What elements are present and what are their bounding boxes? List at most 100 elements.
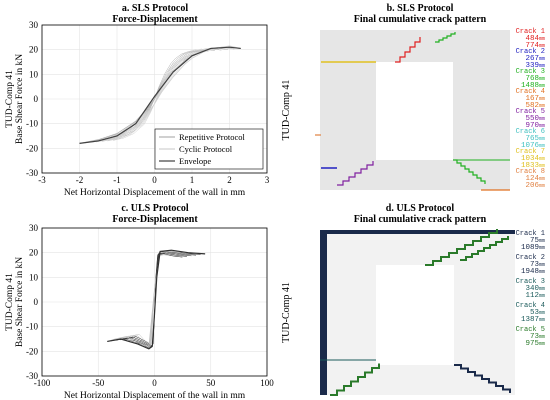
plot-frame — [41, 227, 268, 377]
crack-unit-2: mm — [539, 183, 545, 189]
crack-unit-1: mm — [539, 136, 545, 142]
crack-value-1: 768 — [525, 75, 539, 83]
wall-left-edge-damage — [320, 230, 327, 395]
crack-unit-2: mm — [539, 123, 545, 129]
x-axis-label: Net Horizontal Displacement of the wall … — [64, 187, 246, 198]
y-tick-label: -30 — [26, 168, 38, 178]
crack-name: Crack 1 — [516, 28, 545, 36]
panel-c-title-line2: Force-Displacement — [112, 214, 198, 225]
crack-value-2: 1089 — [521, 244, 539, 252]
plot-frame — [41, 24, 268, 174]
crack-unit-1: mm — [539, 310, 545, 316]
crack-name: Crack 2 — [516, 254, 545, 262]
legend-entry: Repetitive Protocol — [179, 132, 246, 142]
crack-unit-1: mm — [539, 56, 545, 62]
crack-value-1: 765 — [525, 135, 539, 143]
crack-unit-2: mm — [539, 163, 545, 169]
y-tick-label: 0 — [34, 94, 39, 104]
wall-top-edge-damage — [320, 230, 515, 234]
y-axis-label-line1: TUD-Comp 41 — [5, 70, 15, 128]
crack-unit-2: mm — [539, 317, 545, 323]
crack-unit-1: mm — [539, 176, 545, 182]
x-tick-label: -100 — [34, 378, 51, 388]
crack-unit-2: mm — [539, 269, 545, 275]
y-tick-label: -10 — [26, 119, 38, 129]
window-opening — [376, 62, 453, 160]
x-tick-label: 0 — [152, 378, 157, 388]
crack-3-lower-line — [453, 159, 486, 184]
crack-unit-2: mm — [539, 293, 545, 299]
crack-unit-1: mm — [539, 238, 545, 244]
crack-name: Crack 4 — [516, 302, 545, 310]
crack-unit-2: mm — [539, 341, 545, 347]
crack-5-upper-line — [425, 229, 498, 266]
crack-value-1: 75 — [530, 237, 540, 245]
panel-a-title-line2: Force-Displacement — [112, 14, 198, 25]
crack-unit-1: mm — [539, 334, 545, 340]
panel-d-title-line2: Final cumulative crack pattern — [353, 214, 487, 225]
series-line — [107, 251, 206, 347]
wall-axis-label: TUD-Comp 41 — [281, 80, 292, 141]
crack-name: Crack 1 — [516, 230, 545, 238]
series-line — [107, 249, 206, 350]
x-axis-label: Net Horizontal Displacement of the wall … — [64, 390, 246, 400]
crack-value-2: 1387 — [521, 316, 539, 324]
crack-name: Crack 7 — [516, 148, 545, 156]
crack-value-2: 1833 — [521, 162, 540, 170]
x-tick-label: -50 — [92, 378, 104, 388]
crack-name: Crack 4 — [516, 88, 545, 96]
x-tick-label: 0 — [152, 175, 157, 185]
y-tick-label: 20 — [29, 45, 39, 55]
crack-value-2: 975 — [525, 340, 539, 348]
crack-1-lower-line — [454, 364, 511, 393]
panel-b-title: b. SLS Protocol Final cumulative crack p… — [305, 3, 535, 25]
panel-b-title-line1: b. SLS Protocol — [386, 3, 454, 14]
crack-5-line — [337, 161, 374, 186]
x-tick-label: 2 — [227, 175, 232, 185]
crack-unit-1: mm — [539, 36, 545, 42]
crack-value-1: 73 — [530, 333, 540, 341]
crack-unit-2: mm — [539, 43, 545, 49]
y-tick-label: -10 — [26, 322, 38, 332]
crack-1-line — [395, 37, 421, 63]
y-tick-label: 0 — [34, 297, 39, 307]
crack-name: Crack 3 — [516, 278, 545, 286]
crack-value-1: 53 — [530, 309, 540, 317]
crack-value-1: 1034 — [521, 155, 540, 163]
crack-unit-1: mm — [539, 116, 545, 122]
crack-name: Crack 6 — [516, 128, 545, 136]
crack-name: Crack 2 — [516, 48, 545, 56]
y-tick-label: 10 — [29, 272, 39, 282]
crack-value-2: 1488 — [521, 82, 539, 90]
crack-unit-2: mm — [539, 63, 545, 69]
y-tick-label: -20 — [26, 143, 38, 153]
wall-axis-label: TUD-Comp 41 — [281, 282, 292, 343]
y-axis-label-line1: TUD-Comp 41 — [5, 273, 15, 331]
legend-entry: Cyclic Protocol — [179, 144, 233, 154]
crack-value-2: 339 — [525, 62, 539, 70]
crack-value-2: 1948 — [521, 268, 539, 276]
series-line — [79, 46, 241, 144]
crack-5-lower-line — [330, 363, 380, 396]
crack-value-2: 970 — [525, 122, 539, 130]
crack-unit-1: mm — [539, 262, 545, 268]
panel-c-title: c. ULS Protocol Force-Displacement — [40, 203, 270, 225]
crack-unit-2: mm — [539, 83, 545, 89]
crack-name: Crack 8 — [516, 168, 545, 176]
crack-value-2: 206 — [525, 182, 539, 190]
y-tick-label: 20 — [29, 248, 39, 258]
panel-c-title-line1: c. ULS Protocol — [121, 203, 189, 214]
crack-value-2: 774 — [525, 42, 539, 50]
crack-value-1: 340 — [525, 285, 539, 293]
panel-d-title: d. ULS Protocol Final cumulative crack p… — [305, 203, 535, 225]
x-tick-label: -1 — [113, 175, 121, 185]
crack-unit-2: mm — [539, 143, 545, 149]
panel-a-title-line1: a. SLS Protocol — [121, 3, 189, 14]
panel-a-title: a. SLS Protocol Force-Displacement — [40, 3, 270, 25]
crack-unit-1: mm — [539, 156, 545, 162]
crack-unit-2: mm — [539, 103, 545, 109]
